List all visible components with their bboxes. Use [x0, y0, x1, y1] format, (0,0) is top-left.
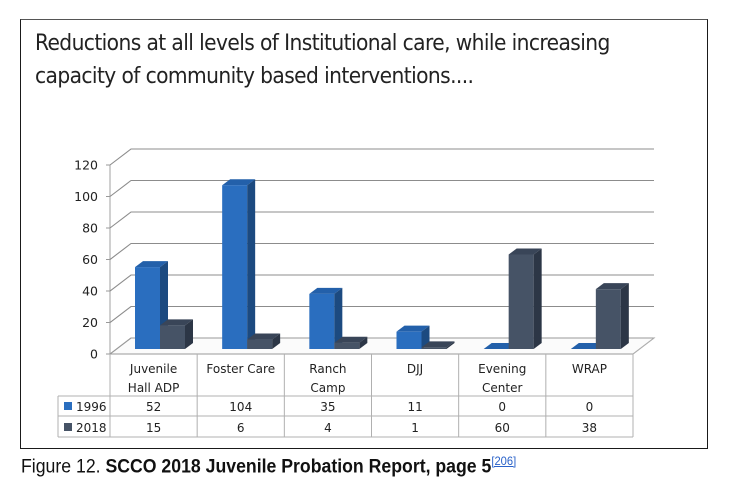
bar-2018-wrap [595, 283, 629, 349]
data-cell: 1 [411, 421, 419, 435]
gridline [109, 148, 654, 166]
category-label: Evening [478, 362, 526, 376]
data-cell: 6 [237, 421, 245, 435]
data-cell: 15 [146, 421, 161, 435]
bar-front-face [135, 267, 160, 349]
bar-top-face [247, 333, 281, 340]
gridline [109, 211, 654, 229]
floor-edge [632, 337, 655, 355]
reference-link[interactable]: [206] [491, 454, 517, 468]
bars [135, 179, 629, 349]
category-label: Center [482, 381, 522, 395]
category-label: Juvenile [129, 362, 177, 376]
data-cell: 104 [229, 400, 252, 414]
bar-1996-wrap [570, 343, 604, 349]
legend-label: 2018 [76, 421, 107, 435]
data-cell: 35 [320, 400, 335, 414]
bar-1996-foster-care [222, 179, 256, 349]
bar-top-face [396, 325, 430, 332]
data-table: Juvenile Hall ADP Foster Care Ranch Camp DJJ E… [57, 337, 655, 438]
bar-1996-djj [396, 325, 430, 349]
slide-title: Reductions at all levels of Institutiona… [35, 27, 705, 93]
y-tick-label: 100 [74, 189, 98, 204]
bar-side-face [533, 248, 542, 349]
bar-front-face [396, 331, 422, 349]
bar-front-face [309, 293, 335, 349]
bar-top-face [508, 248, 542, 255]
category-label: Hall ADP [128, 381, 180, 395]
bar-side-face [359, 336, 368, 349]
bar-front-face [334, 342, 360, 349]
bar-top-face [483, 343, 517, 349]
slide-frame [20, 19, 708, 449]
category-label: Ranch [309, 362, 346, 376]
bar-front-face [508, 254, 534, 349]
caption-prefix: Figure 12. [21, 456, 106, 478]
bar-2018-djj [421, 341, 455, 349]
gridline [109, 305, 654, 323]
legend-swatch [64, 423, 72, 431]
bar-2018-juvenile-hall-adp [160, 319, 193, 349]
bar-2018-foster-care [247, 333, 281, 349]
y-axis-ticks: 0 20 40 60 80 100 120 [74, 158, 110, 362]
slide-title-line-2: capacity of community based intervention… [35, 63, 474, 89]
bar-side-face [446, 341, 455, 349]
data-cell: 52 [146, 400, 161, 414]
y-tick-label: 60 [82, 252, 98, 267]
bar-side-face [247, 179, 256, 349]
y-tick-label: 40 [82, 284, 98, 299]
y-tick-label: 80 [82, 221, 98, 236]
bar-side-face [185, 319, 193, 349]
gridline [109, 337, 654, 355]
bar-top-face [309, 287, 343, 294]
category-label: WRAP [572, 362, 607, 376]
y-tick-label: 20 [82, 315, 98, 330]
bar-front-face [247, 339, 273, 349]
bar-top-face [160, 319, 193, 326]
bar-2018-ranch-camp [334, 336, 368, 349]
bar-front-face [595, 289, 621, 349]
y-tick-label: 0 [90, 347, 98, 362]
bar-side-face [334, 287, 343, 349]
slide-title-line-1: Reductions at all levels of Institutiona… [35, 30, 610, 56]
y-tick-label: 120 [74, 158, 98, 173]
bar-top-face [135, 261, 168, 268]
gridline [109, 242, 654, 260]
category-label: DJJ [407, 362, 423, 376]
data-cell: 0 [586, 400, 594, 414]
bar-top-face [595, 283, 629, 290]
bar-1996-juvenile-hall-adp [135, 261, 168, 349]
data-cell: 0 [498, 400, 506, 414]
bar-top-face [570, 343, 604, 349]
bar-side-face [620, 283, 629, 349]
category-label: Foster Care [206, 362, 275, 376]
legend-swatch [64, 402, 72, 410]
bar-2018-evening-center [508, 248, 542, 349]
gridline [109, 274, 654, 292]
data-cell: 11 [407, 400, 422, 414]
figure-caption: Figure 12. SCCO 2018 Juvenile Probation … [21, 452, 516, 478]
bar-top-face [334, 336, 368, 343]
bar-top-face [421, 341, 455, 348]
bar-front-face [222, 185, 248, 349]
bar-front-face [160, 325, 185, 349]
bar-front-face [421, 347, 447, 349]
data-cell: 60 [495, 421, 510, 435]
caption-title: SCCO 2018 Juvenile Probation Report, pag… [105, 456, 492, 478]
category-label: Camp [310, 381, 345, 395]
gridline [109, 179, 654, 197]
data-cell: 4 [324, 421, 332, 435]
gridlines [109, 148, 654, 355]
bar-side-face [272, 333, 281, 349]
legend-label: 1996 [76, 400, 107, 414]
bar-1996-evening-center [483, 343, 517, 349]
bar-top-face [222, 179, 256, 186]
bar-1996-ranch-camp [309, 287, 343, 349]
data-cell: 38 [582, 421, 597, 435]
